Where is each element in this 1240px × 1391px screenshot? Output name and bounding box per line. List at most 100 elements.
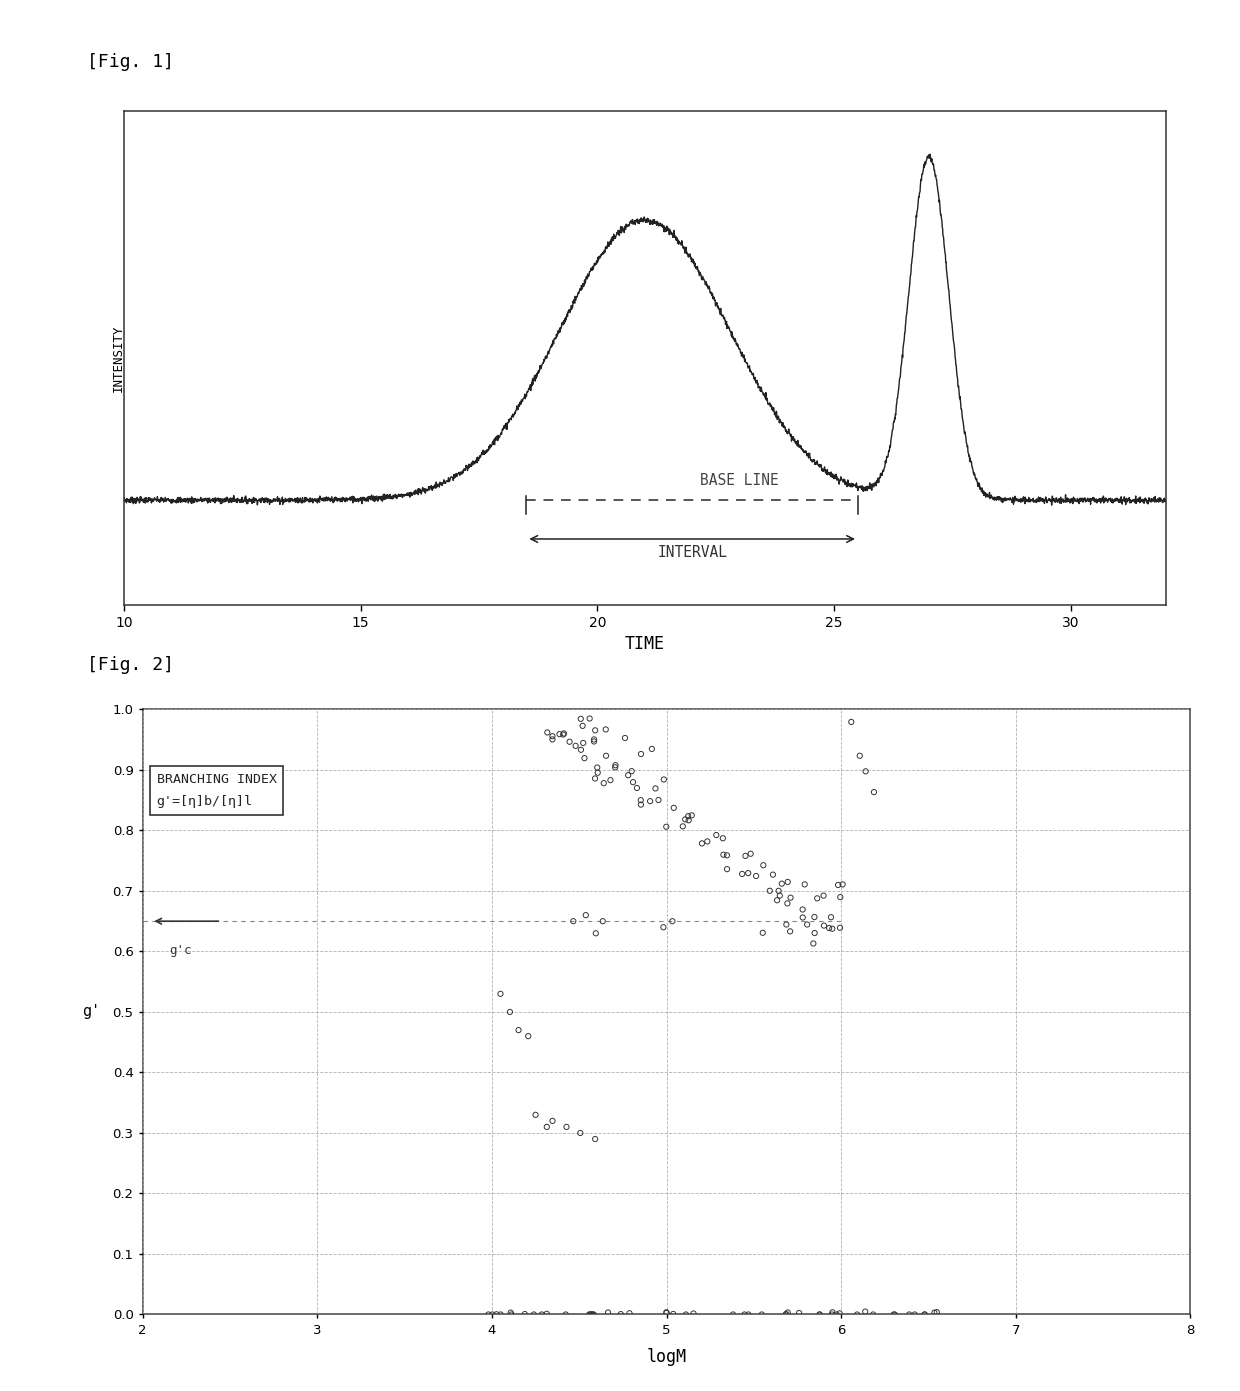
Point (707, 823, 727, 846)
Point (807, 887, 827, 910)
Point (804, 932, 823, 954)
Point (537, 1116, 557, 1138)
Point (549, 723, 569, 746)
Point (537, 722, 557, 744)
Point (631, 789, 651, 811)
Point (525, 1303, 544, 1326)
Point (663, 797, 683, 819)
Point (605, 754, 625, 776)
Point (692, 832, 712, 854)
Point (810, 1303, 830, 1326)
Point (885, 1303, 905, 1326)
Text: g'c: g'c (169, 944, 191, 957)
Point (621, 759, 641, 782)
Point (646, 778, 666, 800)
Point (733, 862, 753, 885)
Point (734, 1303, 754, 1326)
Point (585, 719, 605, 741)
Point (501, 1302, 521, 1324)
X-axis label: TIME: TIME (625, 636, 665, 652)
Point (723, 1303, 743, 1326)
Point (491, 982, 511, 1004)
Point (682, 804, 702, 826)
Point (582, 1303, 601, 1326)
Point (585, 1128, 605, 1150)
Point (822, 918, 842, 940)
Point (580, 708, 600, 730)
Point (760, 879, 780, 901)
Point (830, 917, 849, 939)
Point (899, 1303, 919, 1326)
Point (780, 921, 800, 943)
Text: [Fig. 1]: [Fig. 1] (87, 53, 174, 71)
Point (570, 1121, 590, 1143)
Point (856, 759, 875, 782)
Point (584, 730, 604, 753)
Point (518, 1025, 538, 1047)
Point (735, 844, 755, 867)
Point (776, 1303, 796, 1326)
Point (553, 723, 573, 746)
Text: BRANCHING INDEX
g'=[η]b/[η]l: BRANCHING INDEX g'=[η]b/[η]l (156, 773, 277, 808)
Point (500, 1002, 520, 1024)
Point (584, 729, 604, 751)
Point (740, 843, 760, 865)
Point (656, 1301, 676, 1323)
Point (501, 1303, 521, 1326)
Point (905, 1303, 925, 1326)
Y-axis label: INTENSITY: INTENSITY (112, 324, 125, 392)
Point (663, 1303, 683, 1326)
Point (673, 815, 693, 837)
Point (678, 805, 698, 828)
Y-axis label: g': g' (82, 1004, 100, 1020)
Point (768, 889, 787, 911)
Point (575, 904, 595, 926)
Point (627, 776, 647, 798)
Point (777, 892, 797, 914)
Point (849, 744, 869, 766)
Point (847, 1303, 867, 1326)
Point (543, 725, 563, 747)
Point (810, 1303, 830, 1326)
Point (508, 1020, 528, 1042)
Point (611, 1303, 631, 1326)
Point (584, 1303, 604, 1326)
Point (830, 1302, 849, 1324)
Point (792, 907, 812, 929)
Point (593, 910, 613, 932)
Point (777, 871, 797, 893)
Point (620, 1302, 640, 1324)
Point (649, 789, 668, 811)
Point (556, 1303, 575, 1326)
Point (583, 1303, 603, 1326)
Point (580, 1303, 600, 1326)
Point (588, 757, 608, 779)
Point (746, 865, 766, 887)
Point (491, 1303, 511, 1326)
Point (573, 732, 593, 754)
Point (656, 815, 676, 837)
Point (572, 739, 591, 761)
Point (653, 917, 673, 939)
Point (884, 1303, 904, 1326)
Point (820, 917, 839, 939)
Point (771, 872, 791, 894)
Point (579, 1303, 599, 1326)
Point (717, 844, 737, 867)
Point (605, 757, 625, 779)
Point (738, 862, 758, 885)
Point (827, 1303, 847, 1326)
Point (596, 718, 616, 740)
Point (631, 743, 651, 765)
Point (537, 1303, 557, 1326)
Point (543, 1110, 563, 1132)
Point (833, 874, 853, 896)
Point (657, 1302, 677, 1324)
Point (792, 899, 812, 921)
Point (565, 734, 585, 757)
Point (676, 1303, 696, 1326)
Point (563, 910, 583, 932)
Point (856, 1301, 875, 1323)
Point (683, 1302, 703, 1324)
Point (557, 1116, 577, 1138)
